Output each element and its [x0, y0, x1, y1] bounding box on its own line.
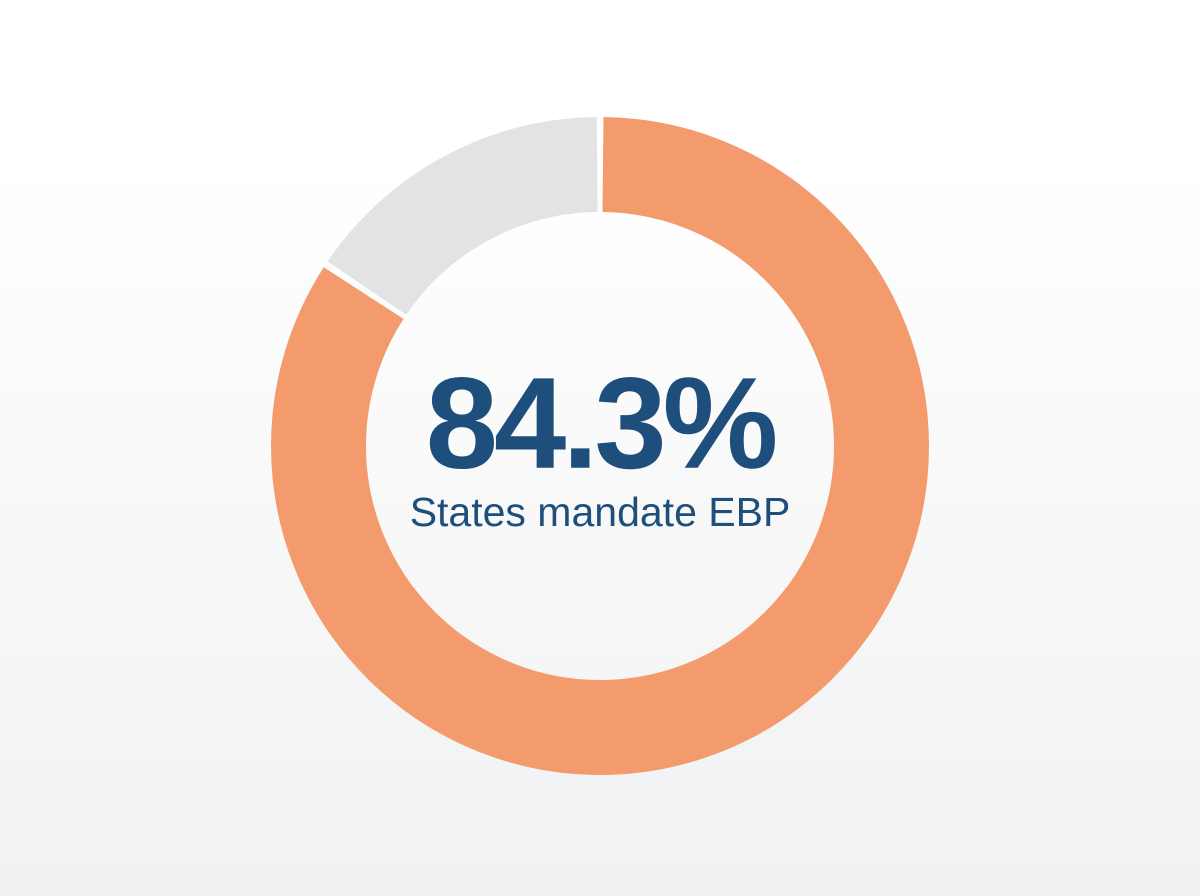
- percentage-value: 84.3%: [425, 349, 779, 496]
- percentage-caption: States mandate EBP: [409, 489, 791, 536]
- donut-center-label: 84.3% States mandate EBP: [409, 349, 791, 536]
- donut-segment-states-mandate-ebp: [271, 117, 929, 775]
